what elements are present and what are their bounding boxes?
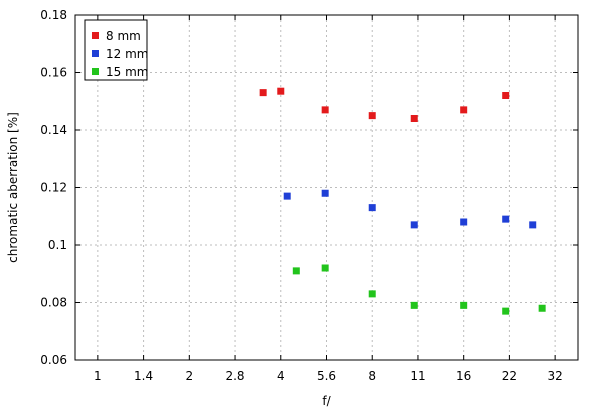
- x-tick-label: 8: [368, 369, 376, 383]
- y-tick-label: 0.06: [40, 353, 67, 367]
- legend-label: 12 mm: [106, 47, 148, 61]
- data-point-8-mm: [321, 106, 329, 114]
- data-point-8-mm: [259, 89, 267, 97]
- x-tick-label: 1: [94, 369, 102, 383]
- x-tick-label: 2.8: [225, 369, 244, 383]
- data-point-15-mm: [368, 290, 376, 298]
- x-tick-label: 1.4: [134, 369, 153, 383]
- x-axis-title: f/: [322, 394, 331, 408]
- legend-swatch: [92, 32, 99, 39]
- y-tick-label: 0.1: [48, 238, 67, 252]
- x-axis: 1 1.4 2 2.8 4 5.6 8 11 16 22 32: [94, 15, 563, 383]
- data-point-8-mm: [368, 112, 376, 120]
- data-point-8-mm: [460, 106, 468, 114]
- data-point-15-mm: [538, 304, 546, 312]
- data-point-8-mm: [410, 115, 418, 122]
- data-point-15-mm: [321, 264, 329, 272]
- data-point-15-mm: [502, 307, 510, 315]
- y-tick-label: 0.14: [40, 123, 67, 137]
- data-point-12-mm: [321, 189, 329, 197]
- y-axis: 0.06 0.08 0.1 0.12 0.14 0.16 0.18: [40, 8, 578, 367]
- data-point-12-mm: [283, 192, 291, 200]
- data-point-15-mm: [460, 301, 468, 309]
- data-points: [259, 87, 546, 315]
- data-point-8-mm: [277, 87, 285, 95]
- data-point-12-mm: [460, 218, 468, 226]
- data-point-15-mm: [410, 301, 418, 309]
- y-axis-title: chromatic aberration [%]: [6, 112, 20, 263]
- data-point-12-mm: [502, 215, 510, 223]
- legend-label: 15 mm: [106, 65, 148, 79]
- legend-swatch: [92, 50, 99, 57]
- data-point-12-mm: [368, 204, 376, 212]
- data-point-15-mm: [292, 267, 300, 275]
- y-tick-label: 0.16: [40, 66, 67, 80]
- x-tick-label: 2: [185, 369, 193, 383]
- grid: [75, 15, 578, 360]
- data-point-12-mm: [410, 221, 418, 229]
- legend-swatch: [92, 68, 99, 75]
- data-point-12-mm: [529, 221, 537, 229]
- y-tick-label: 0.18: [40, 8, 67, 22]
- x-tick-label: 32: [547, 369, 562, 383]
- x-tick-label: 16: [456, 369, 471, 383]
- legend: 8 mm 12 mm 15 mm: [84, 19, 148, 81]
- y-tick-label: 0.08: [40, 296, 67, 310]
- x-tick-label: 4: [277, 369, 285, 383]
- y-tick-label: 0.12: [40, 181, 67, 195]
- x-tick-label: 11: [410, 369, 425, 383]
- x-tick-label: 5.6: [317, 369, 336, 383]
- legend-label: 8 mm: [106, 29, 141, 43]
- x-tick-label: 22: [502, 369, 517, 383]
- data-point-8-mm: [502, 92, 510, 99]
